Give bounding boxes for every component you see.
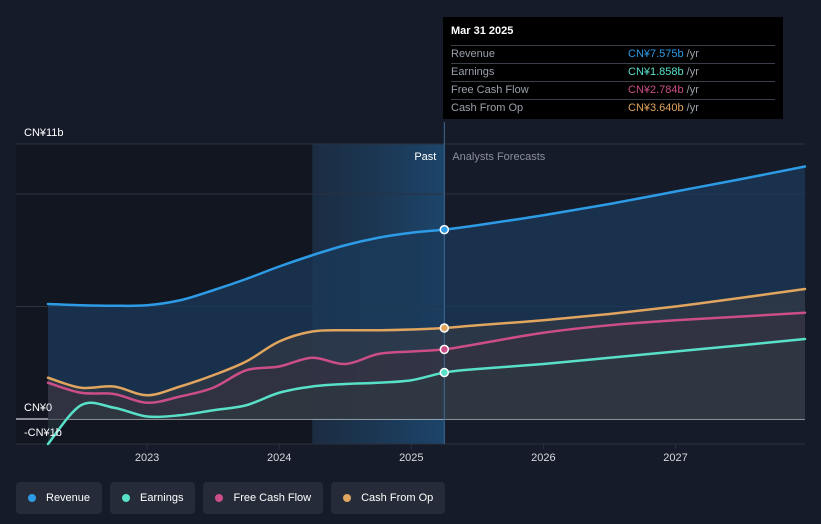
tooltip-row-cfo: Cash From Op CN¥3.640b /yr <box>451 99 775 117</box>
area-earnings <box>48 339 805 444</box>
tooltip-row-fcf: Free Cash Flow CN¥2.784b /yr <box>451 81 775 99</box>
tooltip-unit: /yr <box>686 48 699 60</box>
forecast-label: Analysts Forecasts <box>452 151 545 163</box>
legend-dot-icon <box>28 494 36 502</box>
tooltip-row-earnings: Earnings CN¥1.858b /yr <box>451 63 775 81</box>
legend-label: Cash From Op <box>361 492 434 504</box>
x-tick-label: 2023 <box>135 452 159 464</box>
tooltip-row-revenue: Revenue CN¥7.575b /yr <box>451 45 775 63</box>
tooltip-value: CN¥2.784b <box>628 84 684 96</box>
legend-label: Earnings <box>140 492 184 504</box>
tooltip-label: Earnings <box>451 66 495 78</box>
y-tick-label: -CN¥1b <box>24 427 62 439</box>
tooltip-label: Cash From Op <box>451 102 524 114</box>
legend-dot-icon <box>122 494 131 502</box>
tooltip-panel: Mar 31 2025 Revenue CN¥7.575b /yr Earnin… <box>443 17 783 119</box>
line-earnings <box>46 337 807 446</box>
tooltip-value: CN¥7.575b <box>628 48 684 60</box>
legend-item-revenue[interactable]: Revenue <box>16 482 103 514</box>
past-label: Past <box>414 151 436 163</box>
tooltip-unit: /yr <box>686 84 699 96</box>
x-tick-label: 2025 <box>399 452 423 464</box>
legend-dot-icon <box>343 494 352 502</box>
marker-earnings[interactable] <box>439 367 450 378</box>
line-cfo <box>46 287 807 397</box>
legend-item-fcf[interactable]: Free Cash Flow <box>203 482 324 514</box>
tooltip-value: CN¥1.858b <box>628 66 684 78</box>
x-tick-label: 2027 <box>663 452 687 464</box>
y-tick-label: CN¥11b <box>24 127 64 139</box>
x-tick-label: 2024 <box>267 452 291 464</box>
tooltip-value: CN¥3.640b <box>628 102 684 114</box>
line-fcf <box>46 311 807 405</box>
x-tick-label: 2026 <box>531 452 555 464</box>
legend-item-earnings[interactable]: Earnings <box>110 482 196 514</box>
tooltip-unit: /yr <box>686 66 699 78</box>
y-tick-label: CN¥0 <box>24 402 52 414</box>
tooltip-date: Mar 31 2025 <box>451 25 514 37</box>
marker-cfo[interactable] <box>439 323 450 333</box>
legend: Revenue Earnings Free Cash Flow Cash Fro… <box>16 482 449 514</box>
tooltip-label: Revenue <box>451 48 496 60</box>
legend-dot-icon <box>215 494 224 502</box>
marker-revenue[interactable] <box>439 224 450 235</box>
line-revenue <box>46 165 807 308</box>
tooltip-unit: /yr <box>686 102 699 114</box>
marker-fcf[interactable] <box>439 344 450 355</box>
legend-item-cfo[interactable]: Cash From Op <box>331 482 446 514</box>
legend-label: Revenue <box>46 492 91 504</box>
legend-label: Free Cash Flow <box>233 492 312 504</box>
tooltip-label: Free Cash Flow <box>451 84 529 96</box>
